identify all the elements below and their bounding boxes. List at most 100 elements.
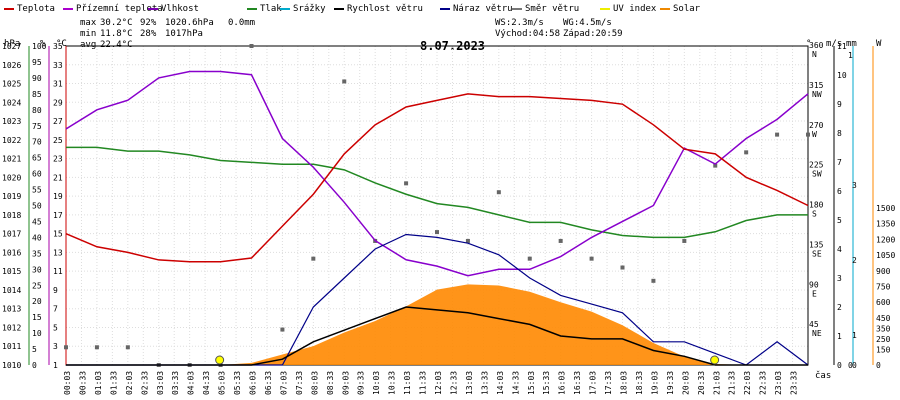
tick-hpa: 1023 xyxy=(2,117,21,126)
tick-w: 1050 xyxy=(876,251,895,260)
axis-unit-w: W xyxy=(876,39,882,49)
stat-avg-label: avg xyxy=(80,40,96,50)
tick-x: 16:33 xyxy=(573,371,582,395)
tick-dir: 135 xyxy=(809,240,824,249)
tick-degc: 15 xyxy=(53,230,63,239)
tick-x: 22:33 xyxy=(759,371,768,395)
tick-x: 15:03 xyxy=(527,371,536,395)
legend-swatch-1 xyxy=(63,8,73,10)
tick-hpa: 1022 xyxy=(2,136,21,145)
series-dir-point xyxy=(496,190,501,195)
tick-hpa: 1027 xyxy=(2,42,21,51)
series-temperature-line xyxy=(65,93,809,263)
tick-degc: 19 xyxy=(53,192,63,201)
tick-dir: 270 xyxy=(809,121,824,130)
tick-x: 09:33 xyxy=(357,371,366,395)
tick-degc: 29 xyxy=(53,98,63,107)
tick-hpa: 1018 xyxy=(2,211,21,220)
series-dir-point xyxy=(806,132,810,137)
series-dir-point xyxy=(589,256,594,261)
stat-max-label: max xyxy=(80,18,97,28)
tick-hpa: 1013 xyxy=(2,305,21,314)
tick-degc: 9 xyxy=(53,286,58,295)
tick-ms: 7 xyxy=(837,158,842,167)
tick-hpa: 1024 xyxy=(2,98,21,107)
axis-unit-ms: m/s xyxy=(826,39,842,49)
tick-hpa: 1017 xyxy=(2,230,21,239)
tick-w: 1500 xyxy=(876,204,895,213)
tick-x: 03:03 xyxy=(156,371,165,395)
legend-swatch-6 xyxy=(440,8,450,10)
tick-hpa: 1015 xyxy=(2,267,21,276)
tick-x: 00:33 xyxy=(78,371,87,395)
tick-degc: 23 xyxy=(53,155,63,164)
tick-x: 10:33 xyxy=(388,371,397,395)
legend-swatch-4 xyxy=(280,8,290,10)
tick-x: 17:03 xyxy=(589,371,598,395)
series-dir-point xyxy=(651,278,656,283)
stat-min-label: min xyxy=(80,29,96,39)
series-dir-point xyxy=(435,230,439,235)
tick-degc: 27 xyxy=(53,117,63,126)
tick-x: 06:33 xyxy=(264,371,273,395)
tick-w: 350 xyxy=(876,324,891,333)
tick-hpa: 1020 xyxy=(2,173,21,182)
tick-w: 1200 xyxy=(876,235,895,244)
tick-ms: 2 xyxy=(837,303,842,312)
stat-ws: WS:2.3m/s xyxy=(495,18,544,28)
sunset-marker xyxy=(710,355,720,365)
tick-pct: 30 xyxy=(32,265,42,274)
tick-degc: 7 xyxy=(53,305,58,314)
tick-dir-label: N xyxy=(812,50,817,59)
tick-uv: 2 xyxy=(852,256,857,265)
tick-w: 450 xyxy=(876,314,891,323)
series-dir-point xyxy=(527,256,532,261)
stat-sunrise: Východ:04:58 xyxy=(495,29,560,39)
tick-uv: 3 xyxy=(852,181,857,190)
tick-degc: 5 xyxy=(53,323,58,332)
tick-x: 04:03 xyxy=(187,371,196,395)
tick-pct: 75 xyxy=(32,122,42,131)
tick-x: 03:33 xyxy=(171,371,180,395)
stat-max-hum: 92% xyxy=(140,18,157,28)
tick-w: 0 xyxy=(876,361,881,370)
tick-x: 01:33 xyxy=(109,371,118,395)
tick-x: 10:03 xyxy=(372,371,381,395)
legend-label-3: Tlak xyxy=(260,4,282,14)
tick-mm: 0 xyxy=(848,361,853,370)
tick-ms: 0 xyxy=(837,361,842,370)
tick-ms: 11 xyxy=(837,42,847,51)
tick-degc: 17 xyxy=(53,211,63,220)
tick-pct: 5 xyxy=(32,345,37,354)
tick-hpa: 1025 xyxy=(2,80,21,89)
tick-ms: 10 xyxy=(837,71,847,80)
tick-pct: 70 xyxy=(32,138,42,147)
tick-x: 21:33 xyxy=(728,371,737,395)
tick-w: 600 xyxy=(876,298,891,307)
tick-x: 09:03 xyxy=(341,371,350,395)
tick-ms: 4 xyxy=(837,245,842,254)
series-solar-area xyxy=(66,284,808,365)
x-axis-label: čas xyxy=(815,370,831,381)
series-wind-line xyxy=(66,306,808,366)
tick-pct: 0 xyxy=(32,361,37,370)
tick-x: 21:03 xyxy=(712,371,721,395)
series-dir-point xyxy=(125,345,130,350)
tick-hpa: 1021 xyxy=(2,155,21,164)
tick-degc: 1 xyxy=(53,361,58,370)
tick-degc: 25 xyxy=(53,136,63,145)
tick-dir-label: NE xyxy=(812,329,822,338)
tick-x: 15:33 xyxy=(542,371,551,395)
tick-degc: 11 xyxy=(53,267,63,276)
tick-x: 19:03 xyxy=(650,371,659,395)
series-dir-point xyxy=(620,265,625,270)
tick-x: 18:03 xyxy=(620,371,629,395)
series-dir-point xyxy=(311,256,316,261)
tick-degc: 3 xyxy=(53,342,58,351)
tick-pct: 60 xyxy=(32,170,42,179)
tick-x: 23:33 xyxy=(790,371,799,395)
tick-x: 02:33 xyxy=(140,371,149,395)
tick-dir-label: E xyxy=(812,289,817,298)
tick-x: 00:03 xyxy=(63,371,72,395)
